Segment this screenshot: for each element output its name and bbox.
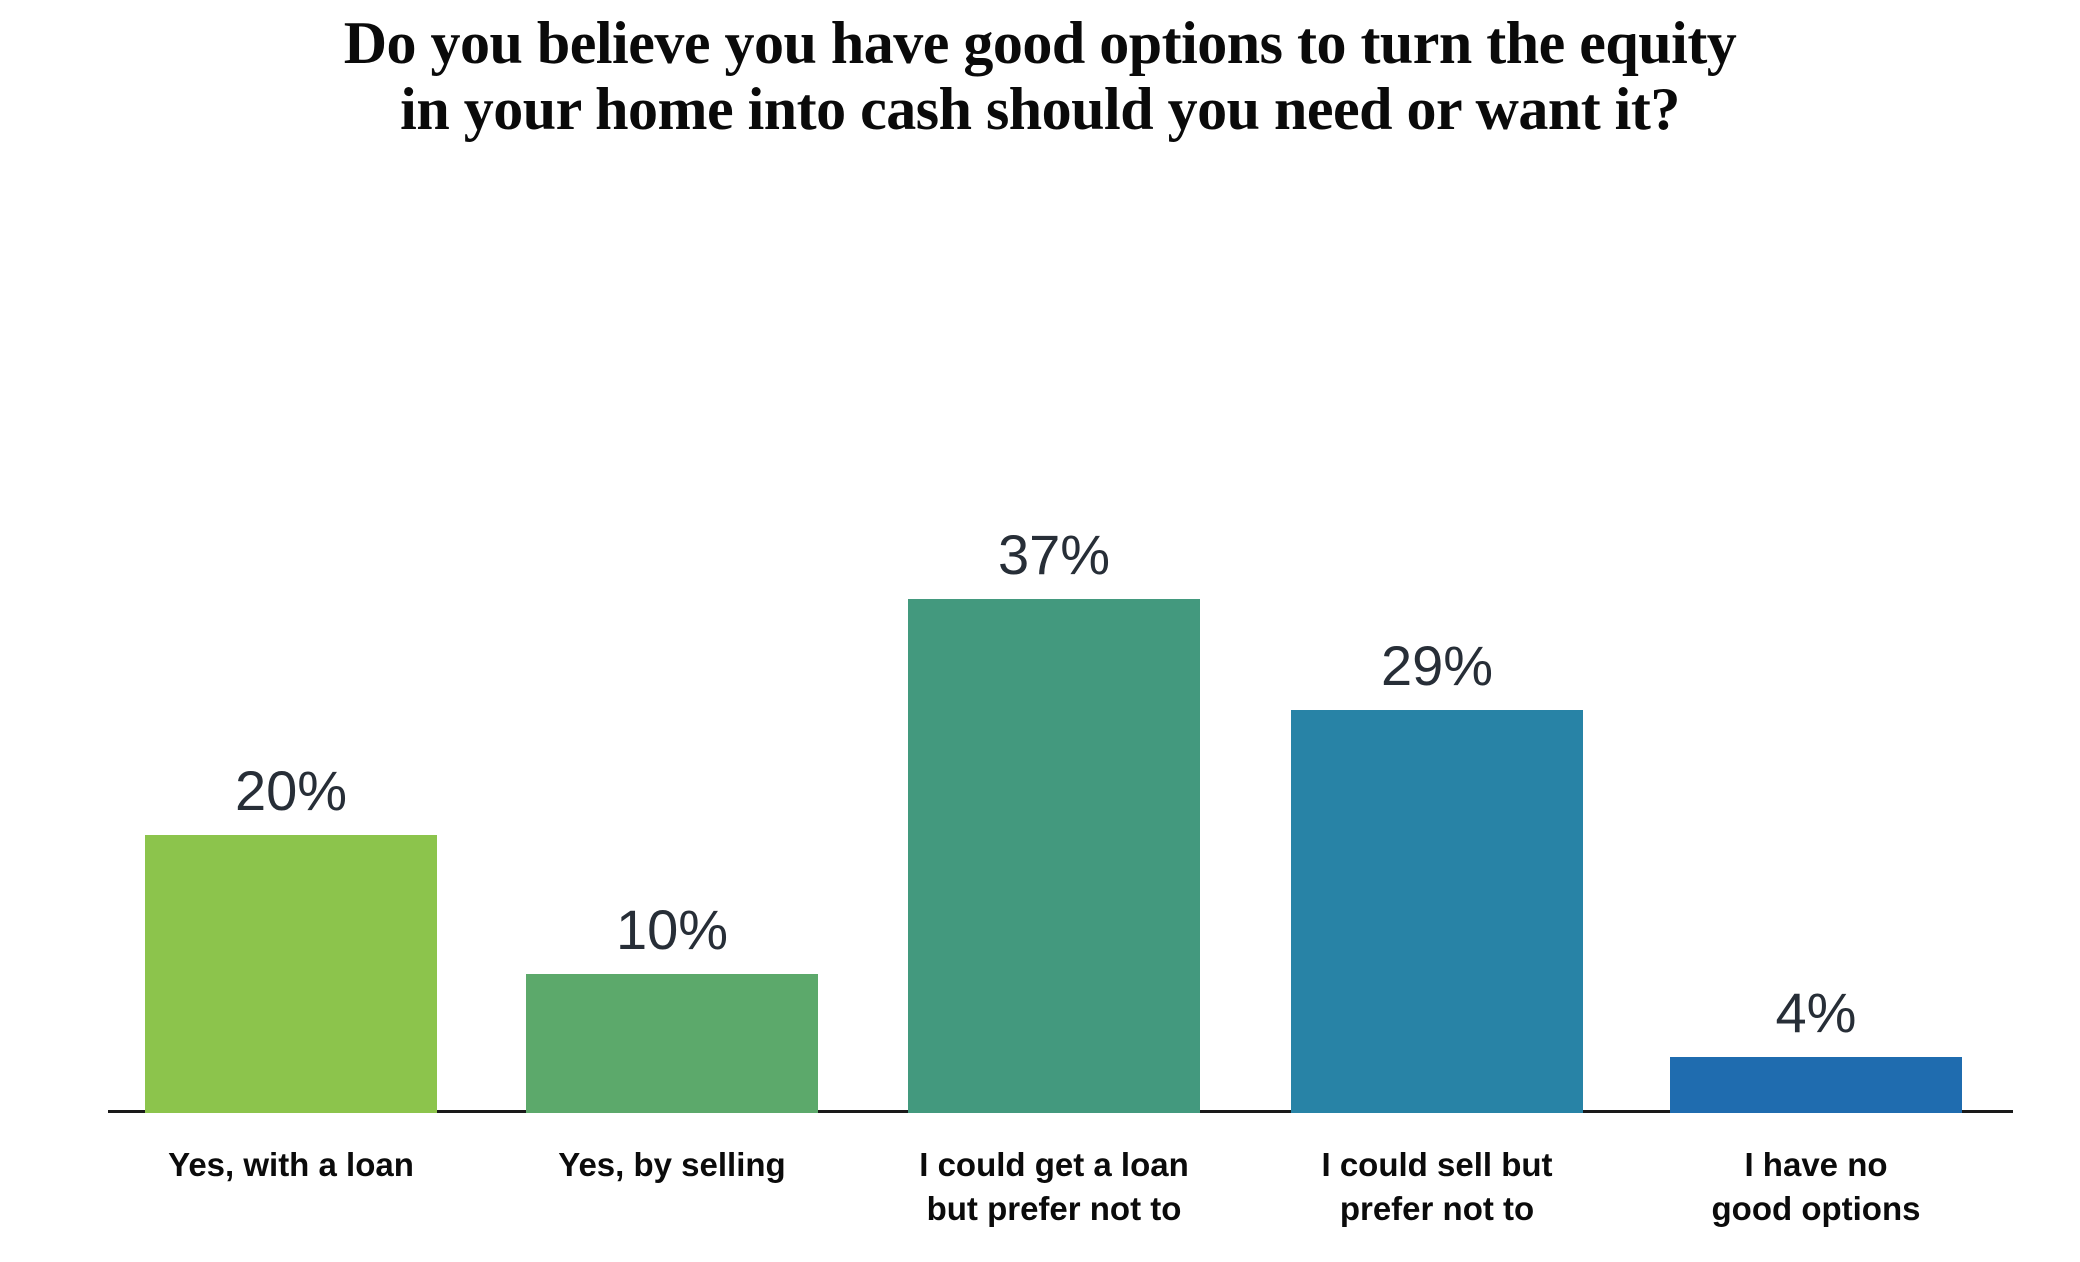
bar bbox=[908, 599, 1200, 1113]
bar-value-label: 20% bbox=[234, 759, 348, 822]
bar-value-label: 37% bbox=[997, 523, 1111, 586]
bar bbox=[526, 974, 818, 1113]
bar-category-label: I could sell but prefer not to bbox=[1321, 1146, 1553, 1227]
bar-value-label: 29% bbox=[1380, 634, 1494, 697]
bar-category-label: I could get a loan but prefer not to bbox=[919, 1146, 1189, 1227]
bar bbox=[1670, 1057, 1962, 1113]
bar-value-label: 10% bbox=[615, 898, 729, 961]
bar-category-label: Yes, by selling bbox=[558, 1146, 786, 1183]
bar-category-label: I have no good options bbox=[1711, 1146, 1921, 1227]
bar bbox=[1291, 710, 1583, 1113]
bar bbox=[145, 835, 437, 1113]
bar-value-label: 4% bbox=[1775, 981, 1857, 1044]
chart-title: Do you believe you have good options to … bbox=[343, 10, 1737, 142]
bar-category-label: Yes, with a loan bbox=[168, 1146, 414, 1183]
